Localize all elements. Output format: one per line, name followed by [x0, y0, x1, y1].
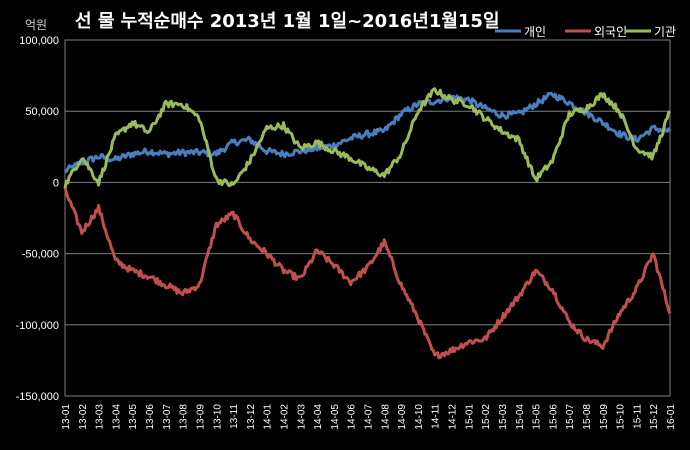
series-lines — [63, 87, 672, 360]
y-tick-label: 0 — [53, 177, 59, 189]
x-tick-label: 13-05 — [128, 404, 139, 430]
x-tick-label: 14-03 — [296, 404, 307, 430]
x-tick-label: 16-01 — [666, 404, 677, 430]
x-tick-label: 14-10 — [414, 404, 425, 430]
x-tick-label: 15-09 — [599, 404, 610, 430]
legend: 개인 외국인 기관 — [495, 25, 676, 39]
x-tick-label: 15-02 — [481, 404, 492, 430]
y-tick-label: -150,000 — [16, 391, 59, 403]
chart-title: 선 물 누적순매수 2013년 1월 1일~2016년1월15일 — [75, 11, 500, 32]
x-tick-label: 15-07 — [565, 404, 576, 430]
x-tick-label: 15-03 — [498, 404, 509, 430]
x-tick-label: 14-09 — [397, 404, 408, 430]
x-tick-label: 15-05 — [532, 404, 543, 430]
y-tick-label: 50,000 — [25, 106, 59, 118]
x-tick-label: 13-03 — [95, 404, 106, 430]
x-tick-label: 15-01 — [464, 404, 475, 430]
x-tick-label: 14-08 — [380, 404, 391, 430]
plot-area-border — [64, 39, 671, 397]
x-tick-label: 14-04 — [313, 404, 324, 430]
y-tick-label: -100,000 — [16, 320, 59, 332]
x-tick-label: 13-09 — [195, 404, 206, 430]
x-tick-label: 15-10 — [616, 404, 627, 430]
x-tick-label: 15-08 — [582, 404, 593, 430]
x-axis-ticks: 13-01 13-02 13-03 13-04 13-05 13-06 13-07 13-08… — [61, 404, 677, 430]
x-tick-label: 15-12 — [649, 404, 660, 430]
x-tick-label: 13-06 — [145, 404, 156, 430]
series-line-1 — [63, 186, 672, 360]
x-tick-label: 13-01 — [61, 404, 72, 430]
x-tick-label: 15-06 — [548, 404, 559, 430]
x-tick-label: 14-02 — [279, 404, 290, 430]
y-tick-label: -50,000 — [22, 249, 59, 261]
y-axis-ticks: 100,000 50,000 0 -50,000 -100,000 -150,000 — [16, 35, 59, 403]
x-tick-label: 13-11 — [229, 404, 240, 429]
x-tick-label: 15-04 — [515, 404, 526, 430]
x-tick-label: 13-08 — [179, 404, 190, 430]
unit-label: 억원 — [25, 18, 47, 32]
series-line-0 — [63, 91, 672, 173]
legend-label: 기관 — [654, 25, 676, 39]
x-tick-label: 14-12 — [448, 404, 459, 430]
x-tick-label: 13-07 — [162, 404, 173, 430]
x-tick-label: 13-04 — [111, 404, 122, 430]
y-tick-label: 100,000 — [19, 35, 59, 47]
legend-label: 개인 — [524, 25, 546, 39]
x-tick-label: 14-06 — [347, 404, 358, 430]
x-tick-label: 15-11 — [632, 404, 643, 429]
x-tick-label: 13-02 — [78, 404, 89, 430]
x-tick-label: 14-01 — [263, 404, 274, 430]
x-tick-label: 14-11 — [431, 404, 442, 429]
x-tick-label: 14-05 — [330, 404, 341, 430]
x-tick-label: 14-07 — [364, 404, 375, 430]
x-tick-label: 13-12 — [246, 404, 257, 430]
legend-label: 외국인 — [594, 25, 627, 39]
series-line-2 — [63, 87, 672, 189]
x-tick-label: 13-10 — [212, 404, 223, 430]
